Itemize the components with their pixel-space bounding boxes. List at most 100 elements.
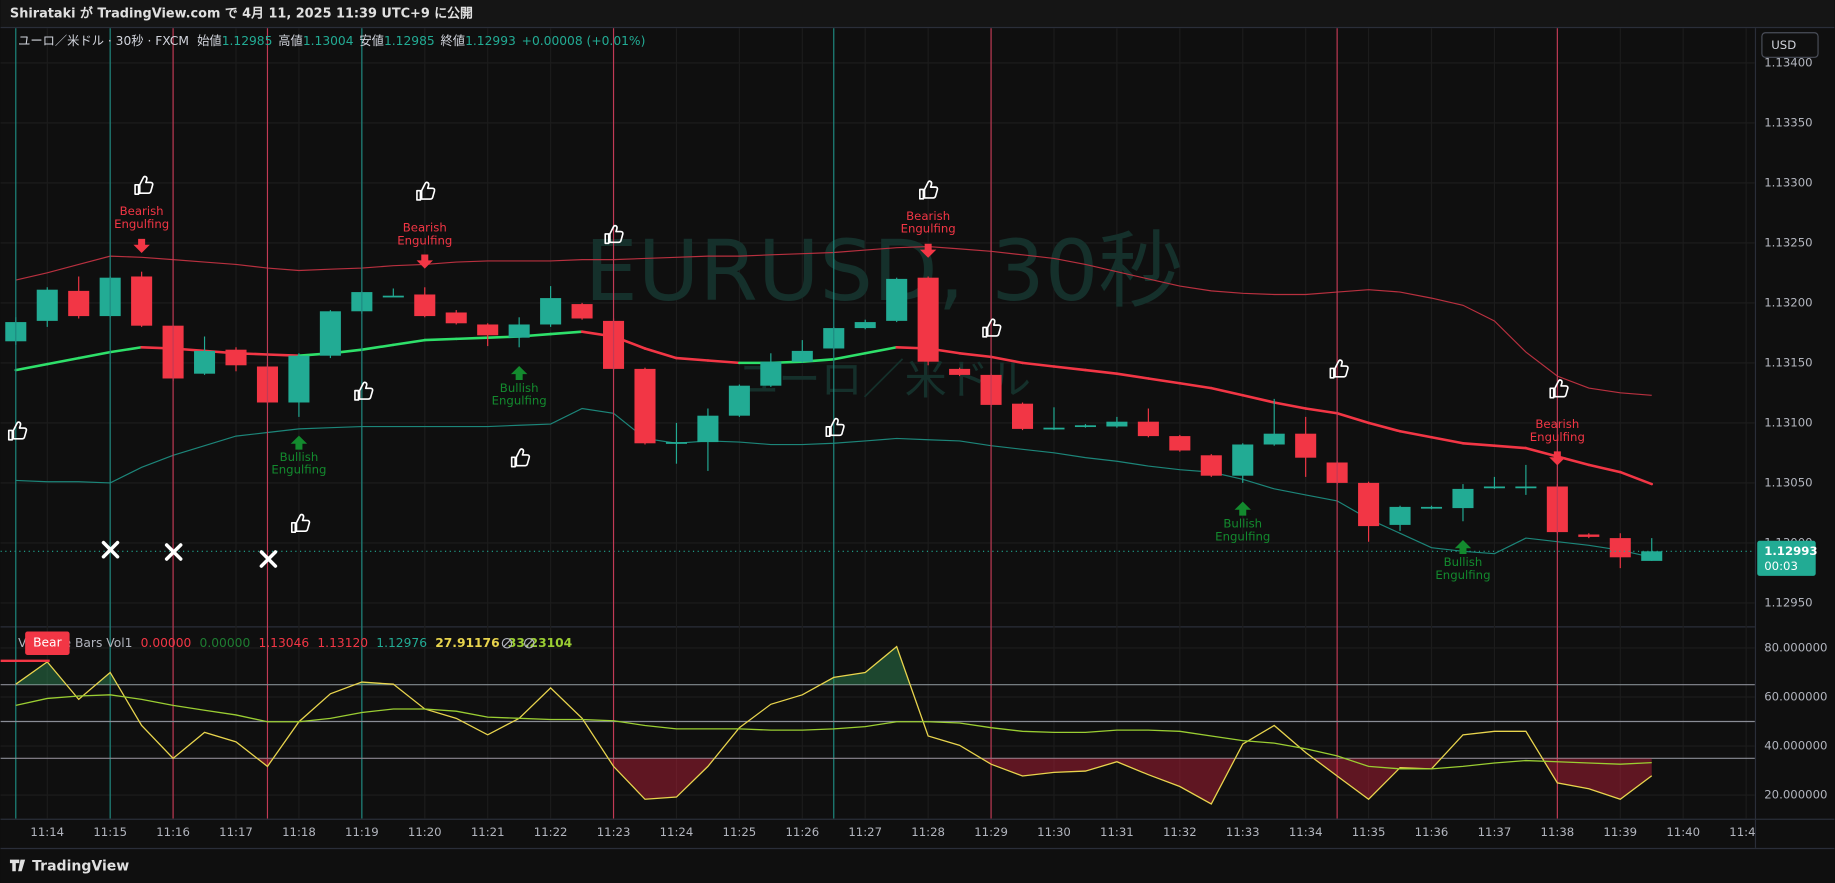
candle-body [1169,436,1191,451]
candle-body [1452,488,1474,509]
y-tick-label: 60.000000 [1764,689,1827,703]
y-tick-label: 1.13100 [1764,415,1812,429]
basis-line [1398,430,1433,439]
footer-logo: TradingView [9,859,129,875]
candle-body [1420,506,1443,509]
basis-line [1147,377,1182,385]
watermark-symbol: EURUSD, 30秒 [585,222,1183,320]
x-tick-label: 11:41 [1729,825,1763,839]
basis-line [1430,436,1465,445]
basis-line [1587,463,1622,474]
candle-body [1389,506,1411,525]
basis-line [549,330,584,336]
x-tick-label: 11:35 [1352,825,1386,839]
basis-line [266,353,301,357]
x-tick-label: 11:37 [1478,825,1512,839]
y-tick-label: 1.13350 [1764,115,1812,129]
pattern-label-box: Bullish Engulfing [1435,556,1491,583]
candle-body [1358,482,1380,527]
x-tick-label: 11:26 [785,825,819,839]
x-tick-label: 11:14 [30,825,64,839]
time-axis: 11:14 11:15 11:16 11:17 11:18 11:19 11:20 11:21… [30,825,1763,839]
candle-body [288,355,310,403]
legend-value: 0.00000 [200,636,251,650]
top-bar [0,0,1835,27]
oscillator-line [15,645,1653,805]
footer-brand: TradingView [32,859,129,875]
x-tick-label: 11:18 [282,825,316,839]
candle-body [1295,433,1317,458]
candle-body [1043,427,1065,430]
pattern-label: Bullish Engulfing [1435,556,1491,583]
candle-body [1483,486,1505,489]
basis-line [1241,394,1276,404]
candle-body [917,277,939,362]
candle-body [1137,421,1159,437]
cross-mark [164,543,183,561]
candle-body [634,368,656,444]
y-tick-label: 1.13250 [1764,235,1812,249]
basis-line [989,355,1024,365]
ohlc-label: 始値 [197,32,222,47]
candle-body [382,295,404,298]
pattern-label: Bearish Engulfing [114,206,170,232]
pattern-label-box: Bullish Engulfing [271,451,327,478]
x-tick-label: 11:31 [1100,825,1134,839]
legend-value: 27.91176 [435,636,499,650]
price-tag-countdown: 00:03 [1764,559,1798,573]
x-tick-label: 11:20 [408,825,442,839]
candle-body [886,278,908,321]
basis-line [1115,372,1150,380]
candle-body [949,368,971,375]
basis-line [1084,368,1119,375]
legend-value: 1.12976 [376,636,427,650]
pattern-label: Bearish Engulfing [1529,418,1585,445]
basis-line [863,346,898,355]
currency-button[interactable] [1761,32,1819,58]
symbol-name: ユーロ／米ドル · 30秒 · FXCM [18,33,189,47]
pattern-label-box: Bullish Engulfing [1215,518,1270,544]
change-value: +0.00008 (+0.01%) [522,33,646,47]
pattern-arrow [290,435,308,450]
candle-body [1641,551,1663,561]
pattern-arrow [1234,501,1251,516]
pattern-label-box: Bearish Engulfing [1529,418,1585,445]
currency-label: USD [1771,38,1796,52]
legend-value: 1.13046 [258,636,309,650]
grid [0,28,1755,819]
oscillator-pane [0,645,1755,805]
candle-body [414,294,436,317]
y-tick-label: 40.000000 [1764,739,1827,753]
basis-line [360,343,395,351]
pattern-label: Bearish Engulfing [900,210,956,237]
pattern-label-box: Bullish Engulfing [492,382,547,408]
candle-body [445,312,467,324]
y-tick-label: 1.13050 [1764,475,1812,489]
y-tick-label: 1.13150 [1764,355,1812,369]
pattern-label-box: Bearish Engulfing [900,210,956,237]
x-tick-label: 11:16 [156,825,190,839]
x-tick-label: 11:22 [534,825,568,839]
candle-body [1515,486,1537,489]
candle-body [131,276,153,326]
cross-mark [101,540,120,559]
candle-body [1578,534,1600,537]
x-tick-label: 11:15 [93,825,127,839]
basis-line [1335,412,1370,425]
signal-lines [15,28,1558,819]
ohlc-label: 安値 [359,32,384,47]
candle-body [1011,403,1034,429]
oscillator-legend: Variance Bars Vol1 0.00000 0.00000 1.13046 1… [18,636,572,650]
y-tick-label: 20.000000 [1764,788,1827,802]
pattern-label: Bullish Engulfing [271,451,327,478]
thumb-icon [416,181,436,201]
hide-icon [523,637,535,649]
x-tick-label: 11:29 [974,825,1008,839]
basis-line [77,350,112,360]
basis-line [1021,361,1056,368]
candle-body [571,304,593,319]
ohlc-label: 終値 [441,32,466,47]
thumb-icon [354,381,374,401]
hide-icon [501,637,513,649]
